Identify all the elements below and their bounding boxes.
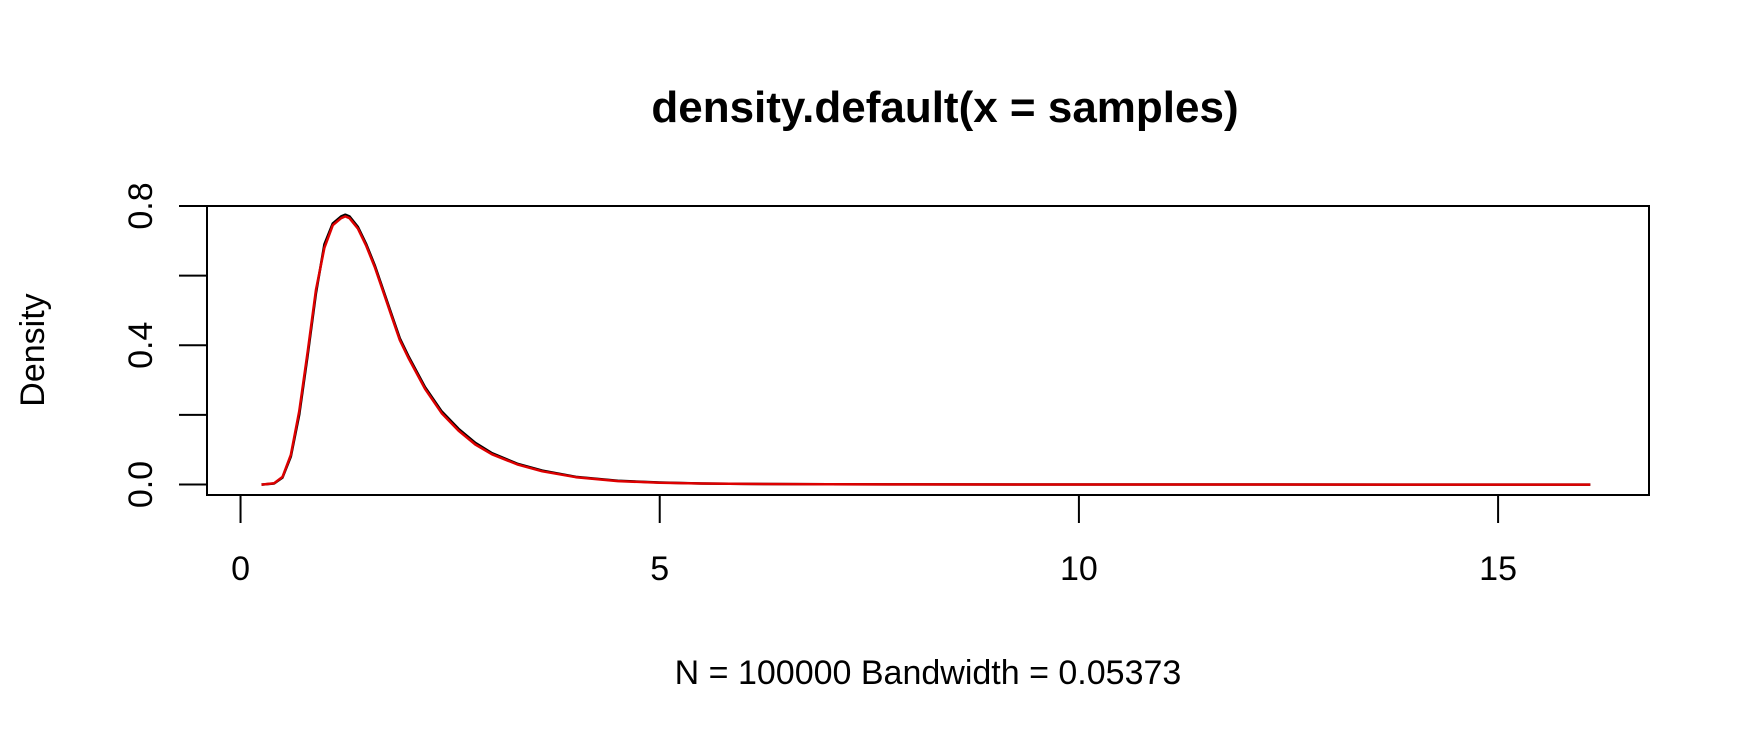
plot-frame [206, 205, 1650, 496]
y-tick-label: 0.0 [122, 461, 160, 508]
y-axis-title: Density [14, 293, 52, 406]
x-axis-title: N = 100000 Bandwidth = 0.05373 [675, 654, 1182, 692]
x-tick-label: 15 [1479, 550, 1517, 588]
y-axis: 0.0 0.4 0.8 [122, 182, 208, 508]
density-line-2 [261, 215, 1591, 486]
density-line-1 [261, 213, 1591, 486]
x-tick-label: 5 [650, 550, 669, 588]
series-layer [261, 213, 1591, 486]
y-tick-label: 0.4 [122, 322, 160, 369]
y-tick-label: 0.8 [122, 182, 160, 229]
x-axis: 0 5 10 15 [231, 494, 1517, 588]
chart-title: density.default(x = samples) [651, 83, 1238, 132]
x-tick-label: 10 [1060, 550, 1098, 588]
x-tick-label: 0 [231, 550, 250, 588]
